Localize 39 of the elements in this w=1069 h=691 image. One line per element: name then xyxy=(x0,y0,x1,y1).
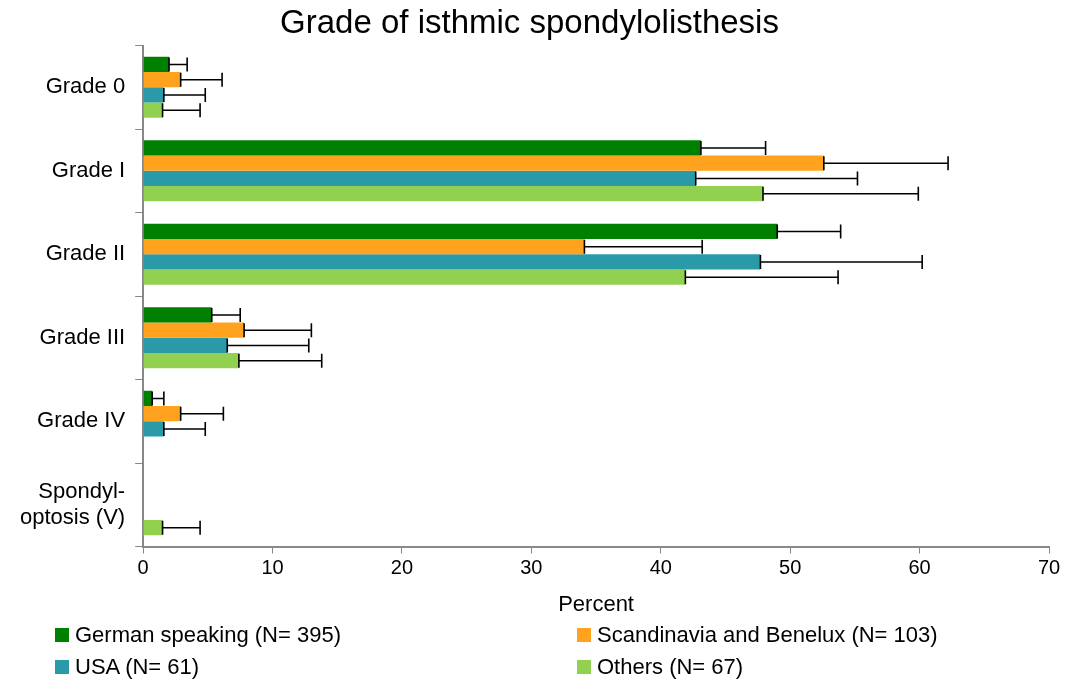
x-axis-title: Percent xyxy=(558,590,634,616)
x-tick-label: 30 xyxy=(520,556,543,579)
bar xyxy=(143,421,164,437)
bar xyxy=(143,239,585,255)
bar xyxy=(143,170,696,187)
x-tick-label: 50 xyxy=(779,556,802,579)
y-tick-label: Grade I xyxy=(51,156,126,182)
bar xyxy=(143,307,212,323)
y-tick-label: Grade 0 xyxy=(45,73,126,99)
y-tick-label: Grade III xyxy=(39,323,126,349)
x-tick-label: 70 xyxy=(1037,556,1061,579)
legend-label: Scandinavia and Benelux (N= 103) xyxy=(597,622,938,648)
bar xyxy=(143,102,163,118)
bar xyxy=(143,140,701,156)
bar xyxy=(143,223,778,240)
x-tick-label: 0 xyxy=(137,556,149,579)
bar xyxy=(143,254,761,270)
bar xyxy=(143,87,164,103)
y-tick-label: Grade II xyxy=(45,240,126,266)
bar xyxy=(143,337,228,354)
x-tick-label: 10 xyxy=(261,556,284,579)
chart-title: Grade of isthmic spondylolisthesis xyxy=(280,2,779,40)
bar xyxy=(143,56,170,73)
legend-label: German speaking (N= 395) xyxy=(75,622,341,648)
bar xyxy=(143,269,686,285)
x-tick-label: 40 xyxy=(649,556,672,579)
x-tick-label: 20 xyxy=(390,556,414,579)
bar xyxy=(143,406,181,422)
y-tick-label: Grade IV xyxy=(37,407,126,433)
bar xyxy=(143,186,764,202)
bar xyxy=(143,322,245,338)
bar xyxy=(143,353,239,369)
bar xyxy=(143,72,181,88)
y-tick-label: Spondyl- optosis (V) xyxy=(19,477,126,530)
legend-label: Others (N= 67) xyxy=(597,654,744,680)
x-tick-label: 60 xyxy=(908,556,931,579)
legend-label: USA (N= 61) xyxy=(75,654,200,680)
bar xyxy=(143,520,163,536)
bar xyxy=(143,155,824,171)
